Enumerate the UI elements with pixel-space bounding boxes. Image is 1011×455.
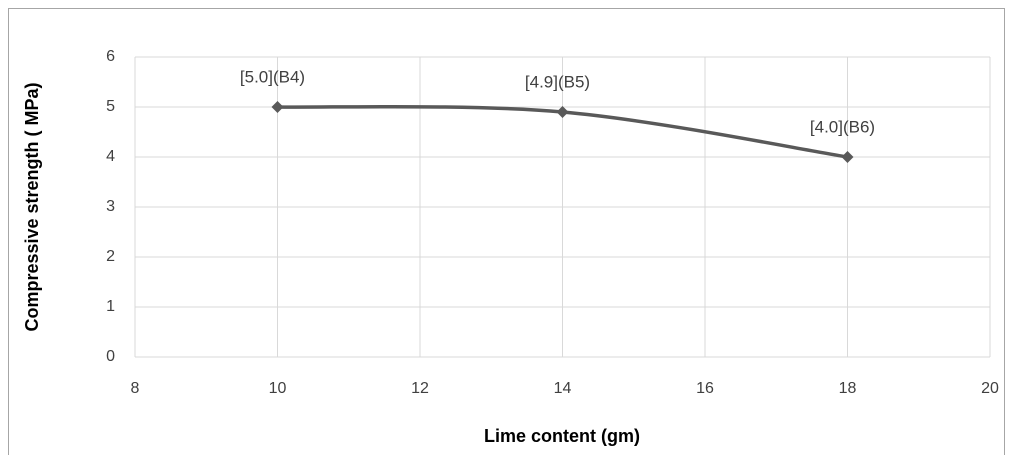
- y-tick-label: 0: [106, 348, 115, 365]
- y-tick-label: 1: [106, 298, 115, 315]
- y-tick-label: 6: [106, 48, 115, 65]
- y-tick-label: 2: [106, 248, 115, 265]
- x-tick-label: 10: [269, 380, 287, 397]
- y-tick-label: 3: [106, 198, 115, 215]
- data-point: [556, 106, 569, 118]
- x-tick-label: 20: [981, 380, 999, 397]
- data-label: [5.0](B4): [240, 67, 305, 86]
- data-point: [841, 151, 854, 163]
- x-tick-label: 16: [696, 380, 714, 397]
- data-label: [4.0](B6): [810, 117, 875, 136]
- chart-frame: [8, 8, 1005, 455]
- x-tick-label: 8: [131, 380, 140, 397]
- x-axis-title: Lime content (gm): [484, 426, 640, 446]
- data-point: [271, 101, 284, 113]
- data-label: [4.9](B5): [525, 72, 590, 91]
- x-tick-label: 14: [554, 380, 572, 397]
- x-tick-label: 18: [839, 380, 857, 397]
- y-tick-label: 4: [106, 148, 115, 165]
- y-axis-title: Compressive strength ( MPa): [22, 82, 42, 331]
- x-tick-label: 12: [411, 380, 429, 397]
- y-tick-label: 5: [106, 98, 115, 115]
